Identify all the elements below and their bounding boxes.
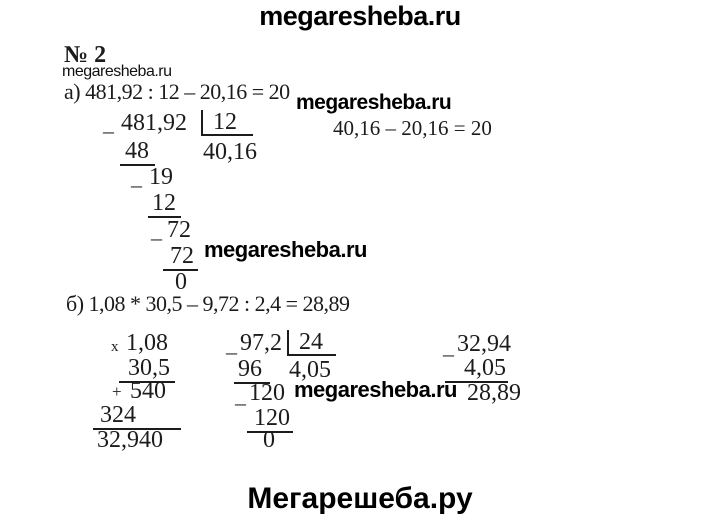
minus-sign: – xyxy=(151,225,162,250)
part-b-factor-row: 30,5 xyxy=(119,356,175,383)
minus-sign: – xyxy=(103,118,114,143)
part-b-partial-row: 324 xyxy=(93,403,181,430)
part-b-divisor: 24 xyxy=(299,329,323,355)
watermark-top: megaresheba.ru xyxy=(259,1,461,31)
part-b-remainder-1: 120 xyxy=(249,380,285,406)
part-a-remainder-2: 72 xyxy=(167,217,191,243)
part-a-step-row: 12 xyxy=(148,191,181,218)
part-b-subtrahend-row: 4,05 xyxy=(445,356,508,383)
part-b-difference: 28,89 xyxy=(467,380,521,406)
watermark-under-title: megaresheba.ru xyxy=(62,63,172,80)
part-b-divisor-bracket: 24 xyxy=(287,330,336,356)
multiply-sign: x xyxy=(111,339,119,355)
part-b-equation: б) 1,08 * 30,5 – 9,72 : 2,4 = 28,89 xyxy=(66,291,350,316)
part-a-quotient: 40,16 xyxy=(203,139,257,165)
problem-number: № 2 xyxy=(64,42,107,68)
footer-brand: Мегарешеба.ру xyxy=(247,482,473,515)
part-b-quotient: 4,05 xyxy=(289,357,331,383)
part-b-product: 32,940 xyxy=(97,427,163,453)
part-a-subtracted-1: 48 xyxy=(120,139,155,166)
part-a-equation: а) 481,92 : 12 – 20,16 = 20 xyxy=(64,79,290,104)
part-b-final-remainder: 0 xyxy=(263,427,275,453)
part-b-dividend: 97,2 xyxy=(240,330,282,356)
part-a-divisor-bracket: 12 xyxy=(201,110,253,136)
minus-sign: – xyxy=(235,390,246,415)
watermark-beside-part-a: megaresheba.ru xyxy=(296,91,452,114)
part-a-step-row: 48 xyxy=(120,139,155,166)
part-b-subtracted-2: 120 xyxy=(247,406,293,433)
watermark-beside-division: megaresheba.ru xyxy=(204,237,367,262)
part-b-factor-2: 30,5 xyxy=(119,356,175,383)
part-b-partial-product-1: 540 xyxy=(130,378,166,404)
part-b-step-row: 96 xyxy=(234,357,270,384)
minus-sign: – xyxy=(131,172,142,197)
part-b-subtrahend: 4,05 xyxy=(445,356,508,383)
plus-sign: + xyxy=(112,382,122,401)
minus-sign: – xyxy=(226,339,237,364)
part-b-partial-product-2: 324 xyxy=(93,403,181,430)
watermark-beside-part-b: megaresheba.ru xyxy=(294,377,457,402)
part-a-check-equation: 40,16 – 20,16 = 20 xyxy=(333,116,492,140)
part-b-step-row: 120 xyxy=(247,406,293,433)
part-a-divisor: 12 xyxy=(213,109,237,135)
part-a-dividend: 481,92 xyxy=(121,110,187,136)
part-a-subtracted-2: 12 xyxy=(148,191,181,218)
part-a-final-remainder: 0 xyxy=(175,269,187,295)
part-a-subtracted-3: 72 xyxy=(163,244,198,271)
part-b-subtracted-1: 96 xyxy=(234,357,270,384)
part-a-remainder-1: 19 xyxy=(149,164,173,190)
part-b-minuend: 32,94 xyxy=(457,331,511,357)
part-b-factor-1: 1,08 xyxy=(126,330,168,356)
minus-sign: – xyxy=(443,341,454,366)
part-a-step-row: 72 xyxy=(163,244,198,271)
